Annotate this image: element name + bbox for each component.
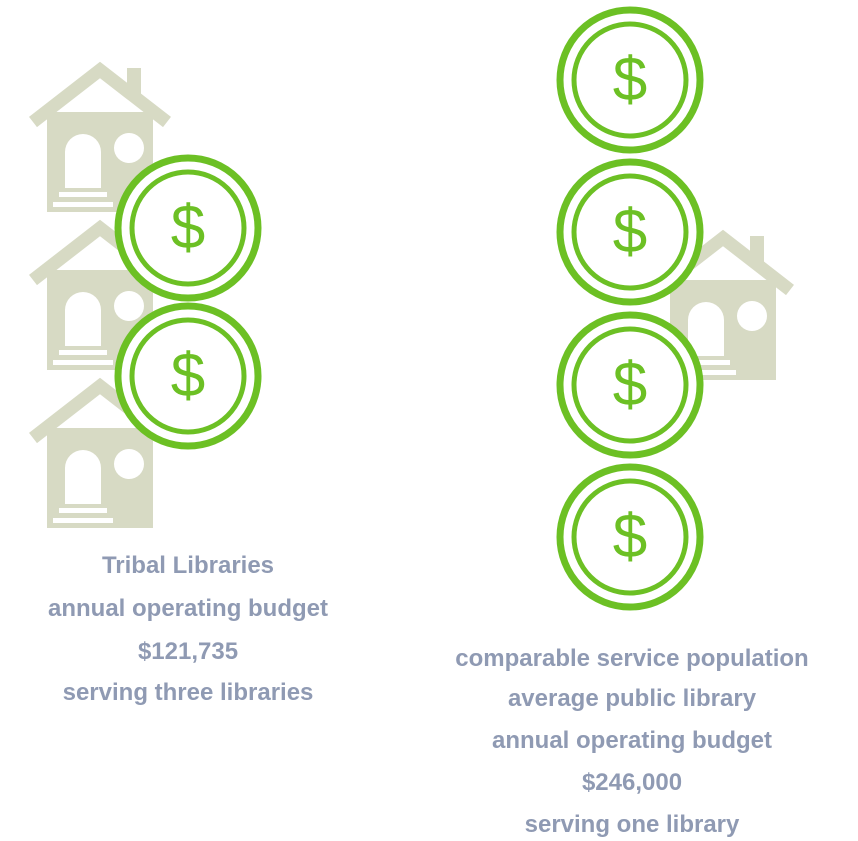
caption-line: serving one library — [525, 811, 740, 838]
right-coins: $ $ $ $ — [560, 10, 700, 607]
caption-line: annual operating budget — [492, 727, 772, 754]
left-coins: $ $ — [118, 158, 258, 446]
left-houses — [33, 68, 167, 528]
caption-line: average public library — [508, 685, 757, 712]
right-caption: comparable service population average pu… — [455, 645, 808, 838]
caption-line: $246,000 — [582, 769, 682, 796]
caption-line: $121,735 — [138, 638, 238, 665]
coin-symbol: $ — [613, 46, 647, 115]
coin-symbol: $ — [171, 194, 205, 263]
caption-line: serving three libraries — [63, 679, 314, 706]
caption-line: Tribal Libraries — [102, 552, 274, 579]
left-caption: Tribal Libraries annual operating budget… — [48, 552, 328, 706]
coin-symbol: $ — [171, 342, 205, 411]
coin-symbol: $ — [613, 198, 647, 267]
caption-line: annual operating budget — [48, 595, 328, 622]
coin-symbol: $ — [613, 351, 647, 420]
caption-line: comparable service population — [455, 645, 808, 672]
coin-symbol: $ — [613, 503, 647, 572]
